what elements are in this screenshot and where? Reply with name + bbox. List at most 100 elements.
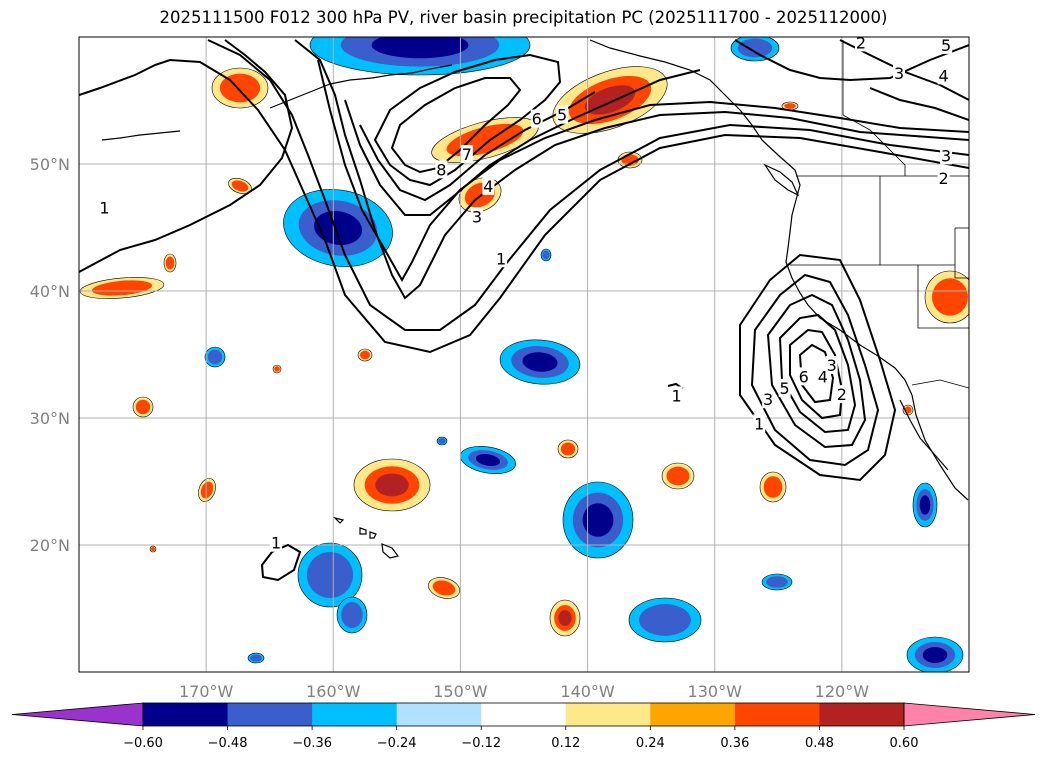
colorbar-label: 0.36 [720,736,749,751]
colorbar-label: 0.48 [805,736,834,751]
pv-contour-label: 6 [532,110,542,129]
lat-tick-label: 30°N [30,409,70,428]
contour-label-bg [270,533,283,552]
colorbar-segment [734,703,820,726]
precip-anomaly-blob [79,277,165,299]
contour-label-bg [435,160,448,179]
precip-anomaly-blob [924,270,969,324]
pv-contour-label: 3 [827,356,837,375]
precip-anomaly-blob [297,542,363,608]
pv-contours [79,39,969,582]
precip-anomaly-blob [549,599,581,637]
pv-contour-label: 1 [496,249,506,268]
colorbar-extend-min [11,702,144,727]
colorbar-outline [142,702,905,727]
precip-anomaly-blob [272,364,282,374]
contour-label-bg [778,378,791,397]
colorbar-segment [819,703,905,726]
precip-anomaly-blob [204,346,226,368]
pv-contour-label: 2 [938,169,948,188]
pv-contour-label: 7 [462,145,472,164]
precip-anomaly-blob [460,446,516,474]
contour-label-bg [495,249,508,268]
colorbar-label: −0.12 [461,736,501,751]
colorbar-label: 0.60 [890,736,919,751]
map-frame [78,36,970,673]
pv-contour-label: 5 [557,106,567,125]
lat-tick-label: 20°N [30,536,70,555]
colorbar-segment [565,703,651,726]
colorbar-extend-max [903,702,1036,727]
colorbar-label: 0.24 [636,736,665,751]
contour-label-bg [556,105,569,124]
precip-anomaly-blob [562,481,634,559]
precip-anomaly-blob [436,436,448,446]
colorbar-segment [481,703,567,726]
lon-tick-label: 150°W [433,682,488,701]
precip-anomaly-blob [228,177,252,195]
contour-label-bg [940,146,953,165]
pv-contour-label: 5 [780,379,790,398]
lat-tick-label: 40°N [30,282,70,301]
precip-anomaly-blob [628,597,702,643]
pv-contour-label: 3 [763,390,773,409]
precip-anomaly-blob [661,462,695,490]
precip-anomaly-blob [761,573,793,591]
latitude-tick-labels: 50°N 40°N 30°N 20°N [30,155,70,555]
colorbar-segment [396,703,482,726]
pv-contour-label: 1 [754,414,764,433]
contour-label-bg [825,355,838,374]
lon-tick-label: 130°W [688,682,743,701]
contour-label-bg [98,198,111,217]
contour-label-bg [753,414,766,433]
precip-anomaly-blob [198,478,216,502]
contour-label-bg [835,385,848,404]
contour-label-bg [940,37,953,54]
contour-label-bg [937,169,950,188]
pv-contour-label: 5 [941,36,951,55]
precip-anomaly-blob [163,253,177,273]
pv-contour-label: 3 [472,207,482,226]
contour-label-bg [460,145,473,164]
longitude-tick-labels: 170°W 160°W 150°W 140°W 130°W 120°W [179,682,869,701]
pv-contour-label: 3 [894,64,904,83]
contour-label-bg [937,66,950,85]
precip-anomaly-blob [499,339,581,385]
colorbar-segment [227,703,313,726]
pv-contour-label: 3 [941,146,951,165]
pv-contour-label: 1 [671,386,681,405]
pv-contour-label: 4 [818,367,828,386]
pv-contour-label: 1 [99,198,109,217]
colorbar-segment [650,703,736,726]
precip-anomaly-blob [247,652,265,664]
precip-anomaly-blob [730,37,780,62]
colorbar: −0.60 −0.48 −0.36 −0.24 −0.12 0.12 0.24 0.36 0.4… [11,702,1036,751]
colorbar-label: −0.36 [292,736,332,751]
lat-tick-label: 50°N [30,155,70,174]
precip-anomaly-blob [309,37,531,76]
colorbar-label: 0.12 [551,736,580,751]
contour-label-bg [854,37,867,52]
pv-contour-label: 2 [856,33,866,52]
contour-label-bg [530,109,543,128]
precip-anomaly-blob [759,471,787,503]
pv-contour-label: 6 [799,367,809,386]
contour-label-bg [670,386,683,405]
colorbar-segment [312,703,398,726]
lon-tick-label: 120°W [815,682,870,701]
precip-anomaly-blob [336,596,368,634]
contour-label-bg [470,207,483,226]
contour-label-bg [762,390,775,409]
pv-contour-label: 8 [436,160,446,179]
pv-contour-label: 1 [271,534,281,553]
pv-contour-label: 4 [483,177,493,196]
precip-anomaly-blob [557,439,579,459]
contour-label-bg [893,63,906,82]
lon-tick-label: 140°W [560,682,615,701]
precip-anomaly-blob [149,545,157,553]
precip-anomaly-blob [906,636,964,672]
pv-contour-label: 4 [938,66,948,85]
lon-tick-label: 170°W [179,682,234,701]
